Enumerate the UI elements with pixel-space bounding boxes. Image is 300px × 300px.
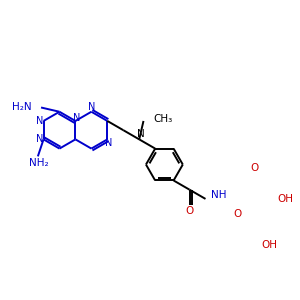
Text: N: N: [137, 129, 145, 139]
Text: O: O: [185, 206, 194, 216]
Text: OH: OH: [278, 194, 294, 204]
Text: N: N: [88, 103, 95, 112]
Text: CH₃: CH₃: [153, 114, 172, 124]
Text: N: N: [36, 116, 43, 126]
Text: N: N: [36, 134, 43, 144]
Text: O: O: [250, 164, 258, 173]
Text: O: O: [233, 209, 242, 219]
Text: NH₂: NH₂: [29, 158, 49, 169]
Text: OH: OH: [262, 240, 278, 250]
Text: H₂N: H₂N: [11, 102, 31, 112]
Text: N: N: [105, 138, 112, 148]
Text: NH: NH: [211, 190, 227, 200]
Text: N: N: [73, 113, 80, 123]
